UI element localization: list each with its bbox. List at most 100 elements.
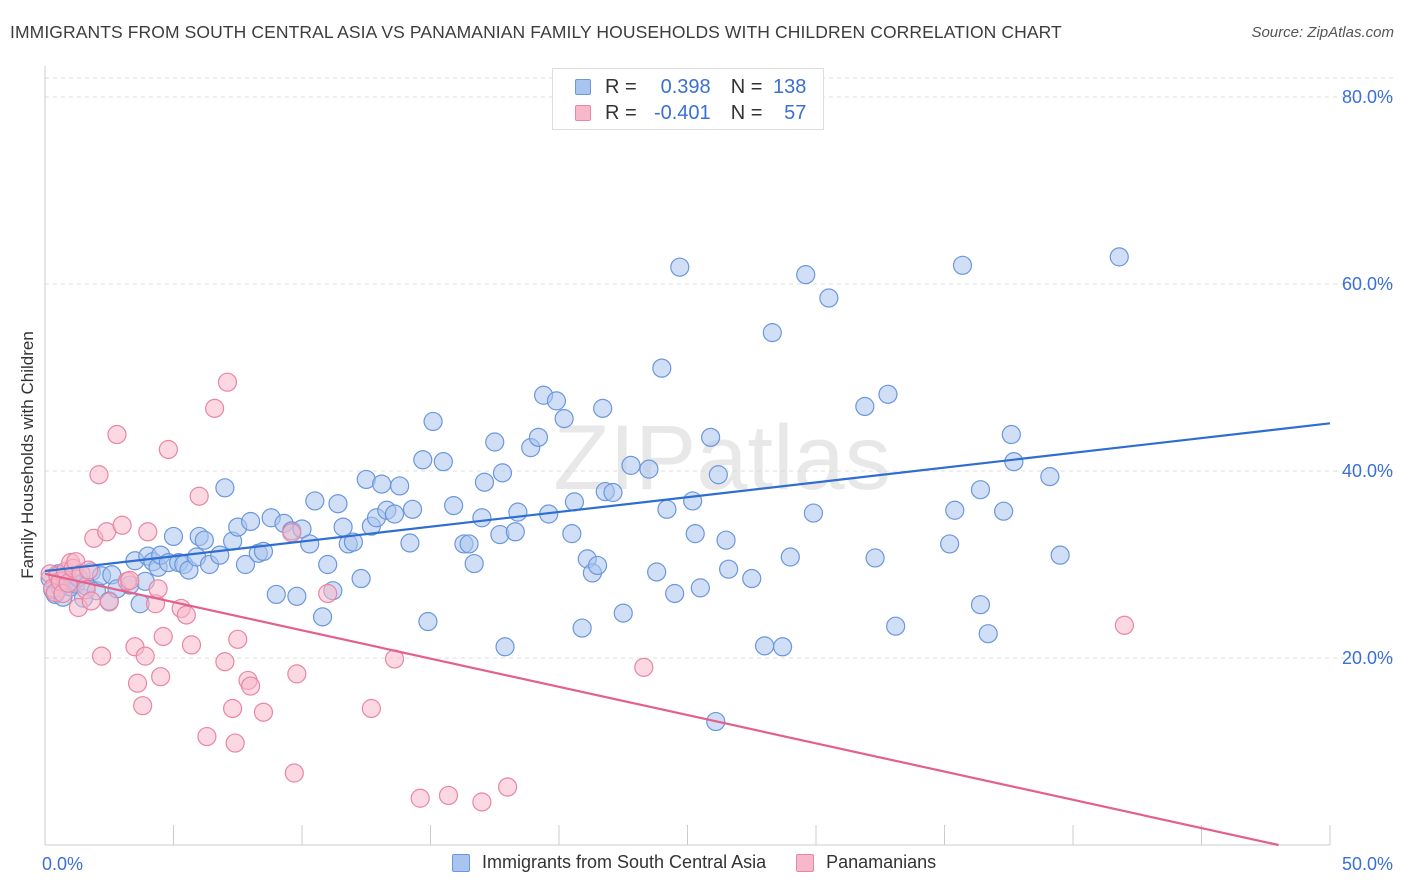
data-point: [796, 265, 816, 285]
data-point: [402, 499, 423, 519]
data-point: [505, 522, 525, 542]
data-point: [886, 616, 906, 636]
data-point: [587, 555, 608, 576]
data-point: [151, 667, 171, 687]
data-point: [492, 463, 513, 483]
data-point: [194, 530, 214, 550]
data-point: [464, 553, 484, 574]
data-point: [940, 534, 960, 554]
data-point: [472, 792, 492, 812]
data-point: [780, 547, 800, 567]
data-point: [241, 511, 261, 532]
data-point: [107, 424, 127, 445]
data-point: [716, 530, 736, 550]
data-point: [372, 474, 392, 494]
data-point: [742, 568, 762, 589]
y-tick-label: 20.0%: [1342, 648, 1393, 668]
r-label: R =: [605, 75, 637, 98]
y-tick-label: 40.0%: [1342, 461, 1393, 481]
data-point: [528, 427, 549, 447]
data-point: [205, 398, 225, 418]
data-point: [305, 491, 325, 511]
y-tick-label: 80.0%: [1342, 87, 1393, 107]
r-value: -0.401: [653, 101, 711, 124]
series-panamanians-points: [40, 372, 1135, 812]
data-point: [81, 591, 101, 611]
data-point: [485, 432, 505, 452]
data-point: [99, 592, 119, 612]
data-point: [225, 733, 245, 753]
legend-swatch-blue: [452, 853, 470, 872]
data-point: [235, 554, 256, 575]
data-point: [318, 583, 338, 604]
x-tick-label: 0.0%: [42, 854, 83, 874]
data-point: [241, 676, 261, 696]
data-point: [79, 560, 99, 580]
data-point: [328, 494, 348, 514]
n-value: 138: [773, 75, 807, 98]
data-point: [564, 492, 585, 512]
data-point: [683, 491, 703, 511]
data-point: [572, 618, 592, 638]
data-point: [390, 476, 410, 496]
series-legend: Immigrants from South Central Asia Panam…: [452, 852, 966, 873]
legend-swatch-pink: [575, 105, 591, 121]
data-point: [163, 526, 184, 547]
legend-row-panamanians: R = -0.401 N = 57: [575, 100, 806, 126]
data-point: [215, 478, 235, 498]
data-point: [312, 607, 333, 627]
data-point: [945, 500, 965, 520]
data-point: [970, 595, 991, 615]
data-point: [621, 455, 641, 475]
data-point: [994, 501, 1014, 521]
trend-lines: [44, 422, 1331, 847]
data-point: [343, 532, 363, 552]
data-point: [819, 288, 839, 308]
data-point: [266, 584, 286, 605]
chart-source: Source: ZipAtlas.com: [1251, 24, 1394, 41]
data-point: [444, 495, 464, 516]
data-point: [410, 788, 430, 808]
data-point: [176, 605, 196, 625]
data-point: [400, 533, 420, 553]
data-point: [613, 603, 633, 623]
data-point: [433, 452, 453, 472]
data-point: [865, 548, 885, 568]
data-point: [562, 524, 582, 544]
data-point: [803, 503, 824, 523]
data-point: [670, 257, 690, 277]
data-point: [878, 384, 898, 404]
data-point: [284, 763, 304, 783]
chart-title: IMMIGRANTS FROM SOUTH CENTRAL ASIA VS PA…: [10, 22, 1062, 42]
data-point: [223, 698, 243, 719]
data-point: [970, 480, 991, 500]
data-point: [701, 427, 721, 447]
data-point: [120, 570, 140, 590]
data-point: [657, 499, 677, 519]
data-point: [148, 579, 168, 599]
data-point: [210, 545, 230, 565]
data-point: [112, 515, 132, 535]
data-point: [754, 636, 775, 656]
data-point: [318, 554, 338, 575]
n-label: N =: [730, 101, 763, 124]
data-point: [133, 696, 153, 716]
data-point: [423, 411, 443, 432]
data-point: [690, 578, 710, 598]
data-point: [498, 777, 518, 797]
data-point: [215, 652, 235, 672]
data-point: [1050, 545, 1070, 565]
data-point: [253, 702, 274, 722]
data-point: [665, 583, 685, 604]
legend-label-panamanians: Panamanians: [826, 852, 937, 872]
data-point: [413, 450, 433, 470]
n-value: 57: [784, 101, 807, 124]
data-point: [546, 391, 567, 411]
y-tick-label: 60.0%: [1342, 274, 1393, 294]
r-label: R =: [605, 101, 637, 124]
data-point: [472, 508, 492, 528]
legend-label-immigrants: Immigrants from South Central Asia: [482, 852, 767, 872]
data-point: [685, 524, 705, 544]
data-point: [158, 439, 178, 460]
